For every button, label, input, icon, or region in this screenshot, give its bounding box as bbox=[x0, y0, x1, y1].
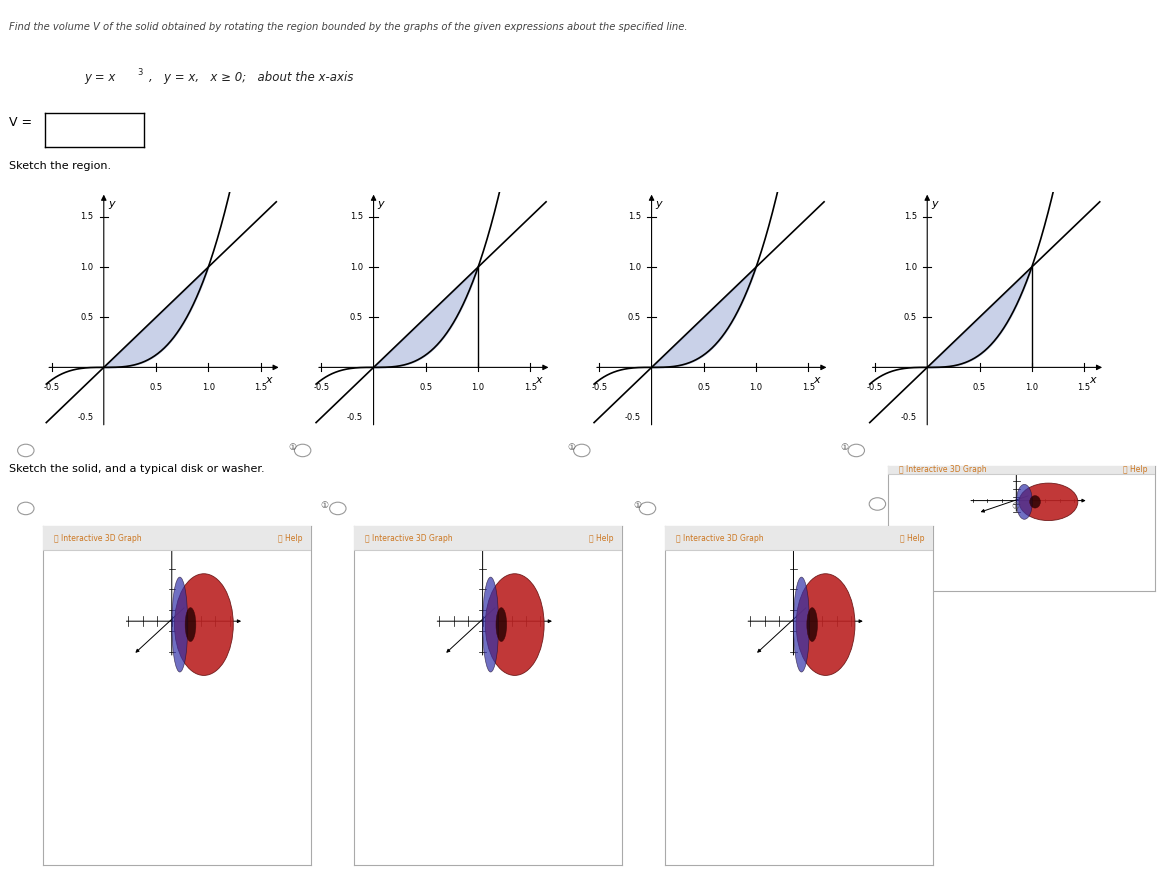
Text: ⛶ Interactive 3D Graph: ⛶ Interactive 3D Graph bbox=[676, 533, 764, 542]
FancyBboxPatch shape bbox=[43, 526, 311, 550]
Text: -0.5: -0.5 bbox=[43, 384, 60, 392]
Text: 1.5: 1.5 bbox=[802, 384, 815, 392]
Text: 1.5: 1.5 bbox=[524, 384, 537, 392]
Ellipse shape bbox=[482, 577, 499, 672]
Text: 0.5: 0.5 bbox=[149, 384, 163, 392]
Text: y: y bbox=[931, 199, 938, 209]
Text: 0.5: 0.5 bbox=[350, 313, 364, 322]
Ellipse shape bbox=[1016, 484, 1032, 519]
Text: -0.5: -0.5 bbox=[313, 384, 330, 392]
Text: ⓘ Help: ⓘ Help bbox=[900, 533, 924, 542]
Text: Find the volume V of the solid obtained by rotating the region bounded by the gr: Find the volume V of the solid obtained … bbox=[9, 22, 687, 32]
Ellipse shape bbox=[793, 577, 809, 672]
Text: 1.0: 1.0 bbox=[472, 384, 484, 392]
Text: ⛶ Interactive 3D Graph: ⛶ Interactive 3D Graph bbox=[365, 533, 453, 542]
FancyBboxPatch shape bbox=[354, 526, 622, 550]
Text: -0.5: -0.5 bbox=[867, 384, 883, 392]
Ellipse shape bbox=[796, 574, 855, 675]
FancyBboxPatch shape bbox=[888, 466, 1155, 475]
Text: 1.0: 1.0 bbox=[1025, 384, 1038, 392]
Text: Sketch the region.: Sketch the region. bbox=[9, 161, 111, 170]
Ellipse shape bbox=[807, 607, 818, 641]
Text: 1.5: 1.5 bbox=[903, 212, 917, 221]
Text: ⛶ Interactive 3D Graph: ⛶ Interactive 3D Graph bbox=[54, 533, 142, 542]
FancyBboxPatch shape bbox=[665, 526, 933, 550]
Ellipse shape bbox=[1030, 496, 1040, 508]
Text: 0.5: 0.5 bbox=[903, 313, 917, 322]
Text: 0.5: 0.5 bbox=[80, 313, 94, 322]
Text: ①: ① bbox=[320, 501, 328, 510]
Text: 0.5: 0.5 bbox=[419, 384, 433, 392]
Ellipse shape bbox=[1019, 483, 1078, 521]
Text: y: y bbox=[108, 199, 115, 209]
Text: -0.5: -0.5 bbox=[347, 413, 364, 422]
Text: -0.5: -0.5 bbox=[77, 413, 94, 422]
Text: 1.5: 1.5 bbox=[255, 384, 267, 392]
Text: V =: V = bbox=[9, 116, 33, 129]
Text: x: x bbox=[266, 376, 272, 385]
Text: 0.5: 0.5 bbox=[697, 384, 711, 392]
Text: x: x bbox=[536, 376, 542, 385]
Text: ⓘ Help: ⓘ Help bbox=[589, 533, 613, 542]
Text: x: x bbox=[1090, 376, 1096, 385]
Text: ⓘ Help: ⓘ Help bbox=[1123, 466, 1147, 475]
Text: ①: ① bbox=[289, 443, 297, 452]
Text: 1.0: 1.0 bbox=[80, 262, 94, 271]
Text: 0.5: 0.5 bbox=[972, 384, 986, 392]
Text: 1.0: 1.0 bbox=[628, 262, 642, 271]
Text: 0.5: 0.5 bbox=[628, 313, 642, 322]
Text: -0.5: -0.5 bbox=[625, 413, 642, 422]
Text: 1.0: 1.0 bbox=[903, 262, 917, 271]
Text: -0.5: -0.5 bbox=[901, 413, 917, 422]
Text: 3: 3 bbox=[137, 68, 143, 77]
Text: y: y bbox=[378, 199, 385, 209]
Text: ⛶ Interactive 3D Graph: ⛶ Interactive 3D Graph bbox=[899, 466, 986, 475]
Ellipse shape bbox=[486, 574, 544, 675]
Text: ①: ① bbox=[1011, 502, 1019, 511]
Text: ①: ① bbox=[840, 443, 848, 452]
Text: y = x: y = x bbox=[84, 71, 116, 85]
Text: ⓘ Help: ⓘ Help bbox=[278, 533, 303, 542]
Text: Sketch the solid, and a typical disk or washer.: Sketch the solid, and a typical disk or … bbox=[9, 464, 265, 474]
Text: 1.0: 1.0 bbox=[350, 262, 364, 271]
Ellipse shape bbox=[496, 607, 507, 641]
Text: 1.5: 1.5 bbox=[628, 212, 642, 221]
Text: 1.5: 1.5 bbox=[350, 212, 364, 221]
Ellipse shape bbox=[175, 574, 233, 675]
Text: 1.0: 1.0 bbox=[202, 384, 215, 392]
Text: ,   y = x,   x ≥ 0;   about the x-axis: , y = x, x ≥ 0; about the x-axis bbox=[149, 71, 353, 85]
Text: -0.5: -0.5 bbox=[591, 384, 608, 392]
Ellipse shape bbox=[185, 607, 196, 641]
Text: x: x bbox=[814, 376, 820, 385]
Text: ①: ① bbox=[633, 501, 642, 510]
Ellipse shape bbox=[171, 577, 188, 672]
Text: 1.5: 1.5 bbox=[1078, 384, 1091, 392]
Text: y: y bbox=[656, 199, 663, 209]
Text: 1.0: 1.0 bbox=[750, 384, 762, 392]
Text: 1.5: 1.5 bbox=[80, 212, 94, 221]
Text: ①: ① bbox=[568, 443, 576, 452]
